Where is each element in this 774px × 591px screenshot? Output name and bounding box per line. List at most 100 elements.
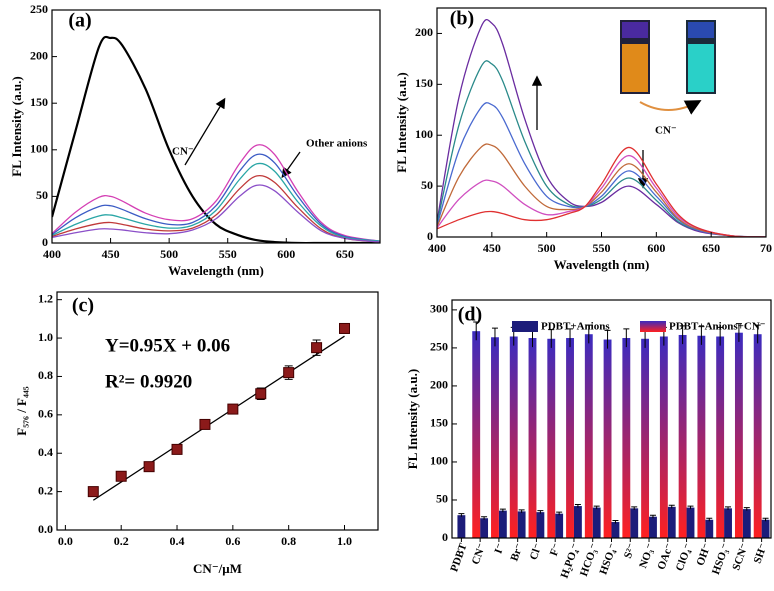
annotation: R²= 0.9920 — [105, 371, 192, 392]
fit-line — [92, 335, 345, 501]
y-tick-label: 150 — [30, 95, 48, 109]
x-tick-label: 600 — [647, 241, 665, 255]
error-bar — [631, 506, 638, 510]
bar — [480, 518, 489, 538]
x-tick-label: HSO₄⁻ — [597, 542, 619, 577]
bar — [611, 522, 620, 538]
x-tick-label: OH⁻ — [694, 542, 713, 568]
x-tick-label: 550 — [219, 247, 237, 261]
y-axis-title: F₅₇₆ / F₄₄₅ — [14, 386, 29, 435]
error-bar — [548, 329, 555, 348]
bar — [517, 511, 526, 538]
data-point — [171, 443, 183, 455]
bar — [566, 338, 574, 538]
x-tick-label: 400 — [428, 241, 446, 255]
bar — [649, 516, 657, 538]
bar — [509, 336, 518, 538]
x-tick-label: 0.0 — [58, 534, 73, 548]
x-tick-label: 400 — [43, 247, 61, 261]
data-point — [87, 486, 99, 498]
x-tick-label: Br⁻ — [508, 542, 526, 563]
data-point — [143, 461, 155, 473]
y-tick-label: 0.2 — [38, 483, 53, 497]
y-axis-title: FL Intensity (a.u.) — [405, 369, 420, 469]
y-tick-label: 300 — [430, 302, 448, 316]
x-tick-label: 450 — [102, 247, 120, 261]
spectrum-line — [52, 162, 380, 242]
x-tick-label: 0.6 — [225, 534, 240, 548]
x-tick-label: 500 — [538, 241, 556, 255]
bar — [753, 334, 762, 538]
y-tick-label: 0 — [42, 235, 48, 249]
legend-label: PDBT+Anions+CN⁻ — [669, 321, 766, 333]
plot-area — [457, 321, 770, 538]
y-axis-title: FL Intensity (a.u.) — [9, 76, 24, 176]
x-tick-label: NO₃⁻ — [637, 542, 657, 570]
data-point — [283, 367, 295, 379]
error-bar — [698, 326, 705, 345]
spectrum-line — [52, 35, 380, 243]
x-tick-label: 70 — [760, 241, 772, 255]
error-bar — [574, 504, 581, 508]
spectrum-line — [437, 18, 766, 237]
error-bar — [458, 513, 465, 517]
error-bar — [679, 325, 686, 345]
y-tick-label: 250 — [30, 2, 48, 16]
bar — [678, 334, 687, 538]
bar — [667, 506, 676, 538]
x-tick-label: 0.4 — [170, 534, 185, 548]
y-tick-label: 1.0 — [38, 330, 53, 344]
x-tick-label: S²⁻ — [622, 542, 639, 561]
panel-label: (b) — [450, 8, 474, 30]
bar — [622, 338, 631, 538]
data-point — [199, 418, 211, 430]
x-tick-label: 0.8 — [281, 534, 296, 548]
y-tick-label: 50 — [421, 178, 433, 192]
y-tick-label: 150 — [430, 416, 448, 430]
y-tick-label: 0.0 — [38, 522, 53, 536]
spectrum-line — [437, 154, 766, 237]
annotation: CN⁻ — [172, 146, 194, 158]
bar — [724, 508, 732, 538]
error-bar — [518, 509, 525, 513]
x-tick-label: F⁻ — [548, 542, 564, 558]
annotation: Other anions — [306, 138, 368, 150]
bar — [536, 512, 545, 538]
spectrum-line — [437, 102, 766, 237]
bar — [705, 519, 714, 538]
y-tick-label: 100 — [30, 142, 48, 156]
data-point — [339, 322, 351, 334]
bar — [457, 515, 466, 538]
error-bar — [668, 504, 675, 509]
y-tick-label: 100 — [415, 127, 433, 141]
y-tick-label: 200 — [430, 378, 448, 392]
x-tick-label: SCN⁻ — [730, 542, 751, 572]
x-axis-title: Wavelength (nm) — [554, 257, 650, 272]
bar — [659, 336, 668, 538]
bar — [547, 338, 556, 538]
bar — [603, 339, 612, 538]
y-tick-label: 250 — [430, 340, 448, 354]
x-tick-label: 550 — [593, 241, 611, 255]
error-bar — [762, 517, 769, 522]
y-axis-title: FL Intensity (a.u.) — [394, 72, 409, 172]
error-bar — [717, 326, 724, 346]
x-tick-label: 0.2 — [114, 534, 129, 548]
bar — [697, 335, 706, 538]
y-tick-label: 100 — [430, 454, 448, 468]
spectrum-line — [437, 60, 766, 237]
annotation-arrow — [184, 97, 226, 166]
error-bar — [593, 505, 600, 510]
annotation: Y=0.95X + 0.06 — [105, 335, 230, 356]
data-point — [311, 342, 323, 354]
x-tick-label: 1.0 — [337, 534, 352, 548]
data-point — [227, 403, 239, 415]
y-tick-label: 50 — [436, 492, 448, 506]
error-bar — [735, 323, 742, 342]
plot-area — [87, 322, 351, 501]
x-tick-label: 650 — [702, 241, 720, 255]
x-tick-label: 600 — [277, 247, 295, 261]
x-tick-label: PDBT — [448, 541, 470, 573]
error-bar — [743, 507, 750, 511]
x-tick-label: ClO₄⁻ — [674, 542, 695, 573]
